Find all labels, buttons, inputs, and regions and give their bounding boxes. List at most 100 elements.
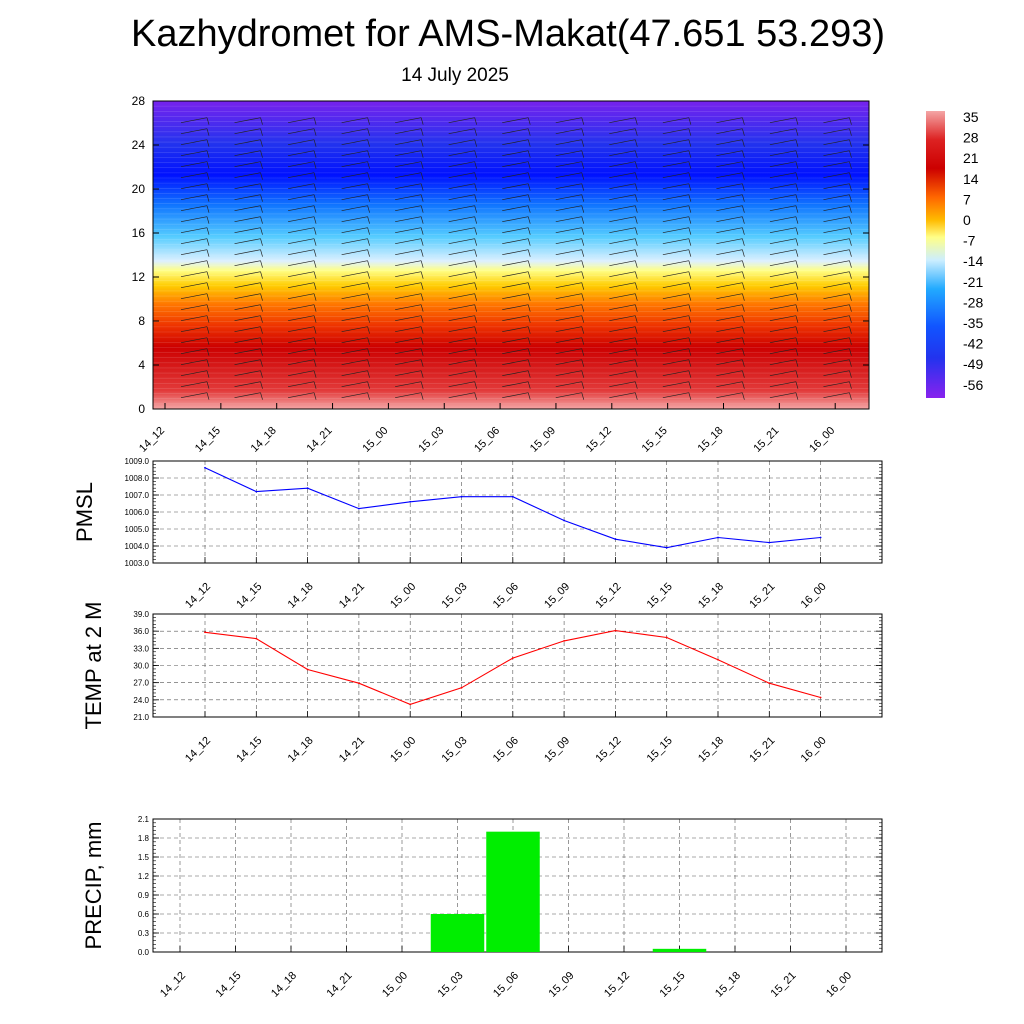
temp-point	[255, 637, 258, 640]
wind-barb	[341, 227, 370, 235]
pmsl-point	[768, 541, 771, 544]
wind-barb	[288, 359, 317, 367]
wind-barb	[769, 161, 799, 169]
wind-barb	[555, 293, 585, 301]
colorbar-label: -7	[963, 233, 976, 249]
wind-barb	[502, 260, 531, 268]
profile-frame	[152, 100, 870, 410]
colorbar-label: -42	[963, 336, 983, 352]
wind-barb	[448, 194, 478, 202]
wind-barb	[234, 326, 263, 334]
precip-bar	[486, 831, 540, 952]
y-tick-label: 8	[138, 314, 145, 328]
wind-barb	[288, 128, 317, 136]
x-tick-label: 14_12	[183, 735, 213, 765]
wind-barb	[180, 128, 210, 136]
wind-barb	[341, 315, 370, 323]
wind-barb	[448, 139, 478, 147]
wind-barb	[555, 216, 585, 224]
wind-barb	[448, 337, 478, 345]
wind-barb	[180, 304, 210, 312]
x-tick-label: 15_09	[542, 581, 572, 611]
wind-barb	[716, 249, 745, 257]
temp-point	[614, 629, 617, 632]
wind-barb	[823, 161, 852, 169]
wind-barb	[769, 183, 799, 191]
x-tick-label: 15_06	[472, 425, 502, 455]
pmsl-point	[614, 538, 617, 541]
wind-barb	[662, 161, 692, 169]
wind-barb	[662, 205, 692, 213]
wind-barb	[180, 205, 210, 213]
wind-barb	[448, 381, 478, 389]
wind-barb	[555, 381, 585, 389]
x-tick-label: 16_00	[799, 735, 829, 765]
wind-barb	[716, 304, 745, 312]
precip-bar	[652, 948, 707, 952]
pmsl-point	[204, 466, 206, 469]
wind-barb	[662, 249, 692, 257]
wind-barb	[823, 183, 852, 191]
wind-barb	[395, 381, 424, 389]
wind-barb	[662, 260, 692, 268]
wind-barb	[716, 293, 745, 301]
wind-barb	[502, 172, 531, 180]
wind-barb	[234, 293, 263, 301]
wind-barb	[448, 227, 478, 235]
wind-barb	[609, 359, 638, 367]
wind-barb	[662, 172, 692, 180]
wind-barb	[555, 392, 585, 400]
wind-barb	[234, 194, 263, 202]
wind-barb	[769, 249, 799, 257]
x-tick-label: 14_18	[286, 581, 316, 611]
wind-barb	[180, 381, 210, 389]
y-tick-label: 1007.0	[125, 491, 150, 500]
x-tick-label: 14_15	[214, 970, 244, 1000]
temp-point	[460, 686, 463, 689]
wind-barb	[180, 392, 210, 400]
wind-barb	[609, 304, 638, 312]
wind-barb	[448, 260, 478, 268]
wind-barb	[769, 271, 799, 279]
wind-barb	[234, 370, 263, 378]
colorbar-label: 0	[963, 212, 971, 228]
wind-barb	[769, 117, 799, 125]
profile-chart: 0 4 8 12 16 20 24 28 14_12 14_15 14_18 14_21 15_00 15…	[132, 94, 870, 455]
wind-barb	[769, 150, 799, 158]
temp-axis-title: TEMP at 2 M	[81, 602, 106, 730]
wind-barb	[555, 315, 585, 323]
wind-barb	[662, 370, 692, 378]
colorbar-label: -56	[963, 377, 983, 393]
wind-barb	[716, 370, 745, 378]
wind-barb	[180, 194, 210, 202]
wind-barb	[769, 315, 799, 323]
wind-barb	[769, 205, 799, 213]
wind-barb	[823, 304, 852, 312]
wind-barb	[823, 150, 852, 158]
wind-barb	[395, 194, 424, 202]
wind-barb	[502, 271, 531, 279]
wind-barb	[288, 216, 317, 224]
wind-barb	[234, 150, 263, 158]
wind-barb	[609, 271, 638, 279]
wind-barb	[662, 216, 692, 224]
wind-barb	[609, 194, 638, 202]
wind-barb	[555, 249, 585, 257]
wind-barb	[662, 293, 692, 301]
x-tick-label: 15_12	[593, 735, 623, 765]
wind-barb	[234, 161, 263, 169]
wind-barb	[662, 271, 692, 279]
temp-point	[768, 682, 771, 685]
wind-barb	[341, 249, 370, 257]
wind-barb	[234, 117, 263, 125]
wind-barb	[716, 117, 745, 125]
wind-barb	[448, 117, 478, 125]
wind-barb	[769, 370, 799, 378]
wind-barb	[609, 216, 638, 224]
wind-barb	[288, 117, 317, 125]
wind-barb	[234, 271, 263, 279]
wind-barb	[502, 326, 531, 334]
y-tick-label: 1009.0	[125, 457, 150, 466]
wind-barb	[395, 150, 424, 158]
